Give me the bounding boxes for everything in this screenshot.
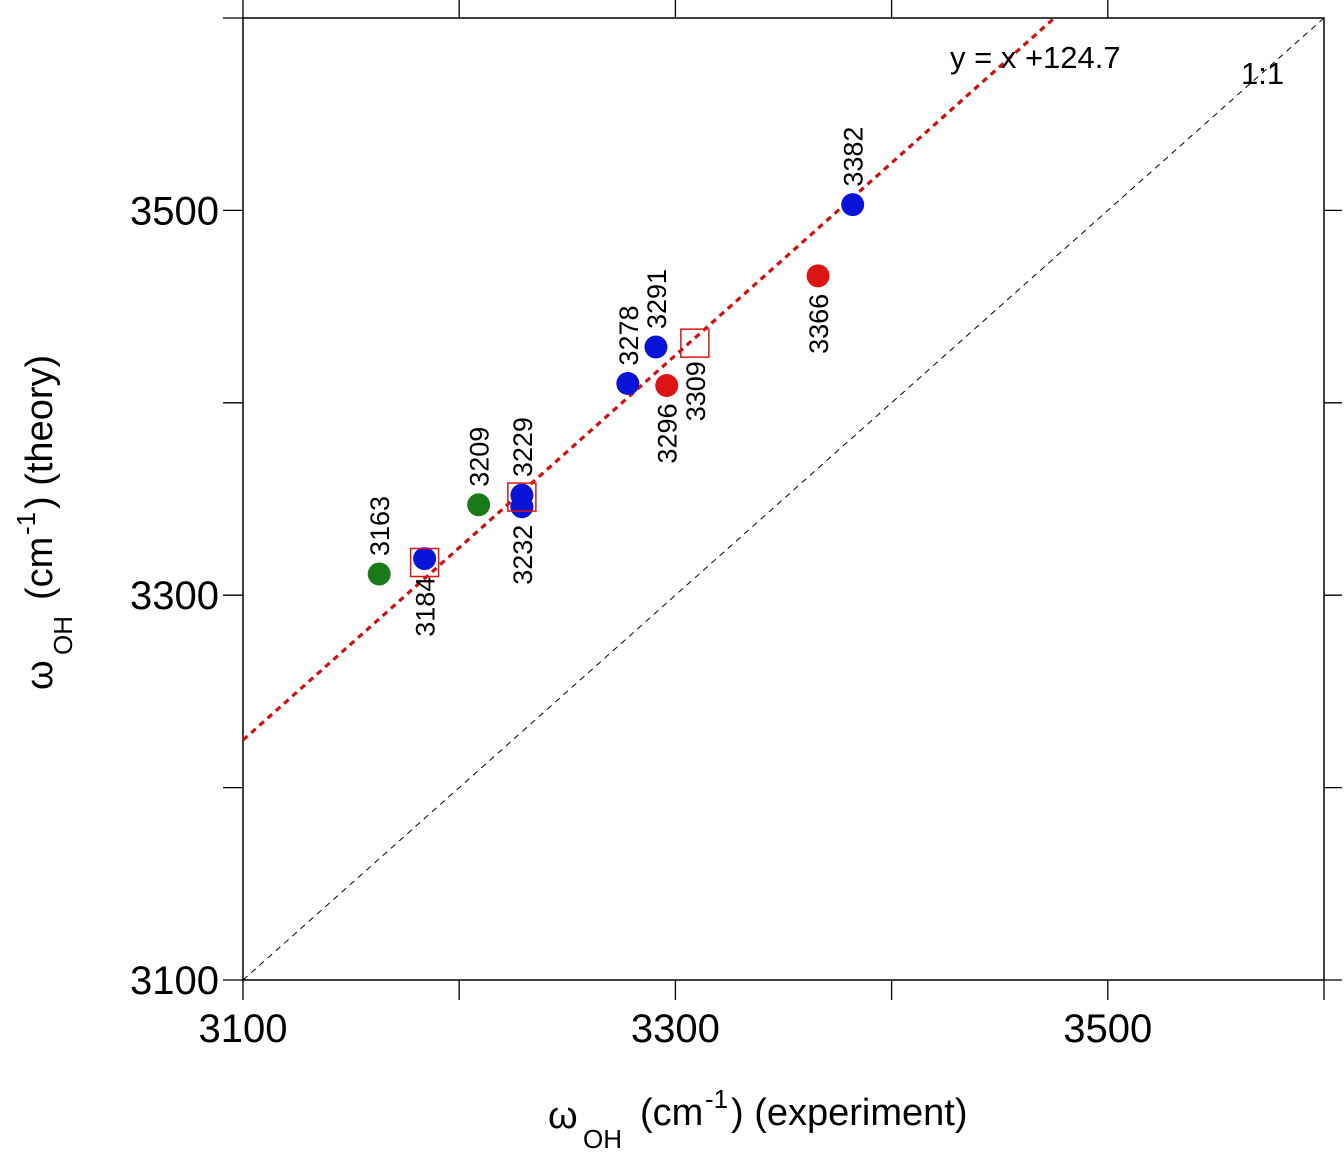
red-open-squares-point <box>680 328 710 358</box>
y-tick-label: 3500 <box>130 189 219 233</box>
x-axis-units-rest: ) (experiment) <box>731 1092 968 1134</box>
red-open-squares-point <box>409 547 440 578</box>
identity-line <box>242 17 1325 981</box>
point-label: 3278 <box>614 305 644 365</box>
point-label: 3366 <box>804 294 834 354</box>
blue-point <box>510 495 534 519</box>
y-axis-title: ω OH (cm -1 ) (theory) <box>11 355 78 690</box>
red-point <box>655 373 679 397</box>
tick-labels: 3100 3300 3500 3100 3300 3500 <box>130 189 1152 1051</box>
y-axis-superscript: -1 <box>11 512 41 535</box>
blue-point <box>413 547 437 571</box>
y-axis-units-rest: ) (theory) <box>19 355 61 509</box>
axis-ticks <box>223 0 1342 1000</box>
blue-point <box>616 372 640 396</box>
red-point <box>806 264 830 288</box>
point-label: 3163 <box>365 496 395 556</box>
point-label: 3229 <box>508 417 538 477</box>
blue-point <box>644 335 668 359</box>
x-axis-units: (cm <box>640 1092 703 1134</box>
fit-line-label: y = x +124.7 <box>950 40 1121 75</box>
x-axis-omega: ω <box>548 1095 578 1137</box>
y-axis-subscript: OH <box>48 616 78 655</box>
y-tick-label: 3300 <box>130 574 219 618</box>
point-label: 3296 <box>653 403 683 463</box>
reference-lines <box>241 16 1325 981</box>
identity-line-label: 1:1 <box>1241 56 1284 91</box>
fit-line <box>241 16 1056 742</box>
y-tick-label: 3100 <box>130 959 219 1003</box>
blue-point <box>841 193 865 217</box>
x-axis-title: ω OH (cm -1 ) (experiment) <box>548 1084 968 1152</box>
point-label: 3184 <box>411 577 441 637</box>
data-points <box>367 193 865 586</box>
x-axis-subscript: OH <box>583 1124 622 1152</box>
green-point <box>467 493 491 517</box>
x-tick-label: 3300 <box>631 1007 720 1051</box>
x-tick-label: 3500 <box>1063 1007 1152 1051</box>
x-axis-superscript: -1 <box>705 1084 728 1114</box>
y-axis-omega: ω <box>19 660 61 690</box>
x-tick-label: 3100 <box>199 1007 288 1051</box>
point-label: 3209 <box>465 427 495 487</box>
red-open-squares-point <box>507 482 537 512</box>
point-label: 3291 <box>642 269 672 329</box>
y-axis-units: (cm <box>19 537 61 600</box>
green-point <box>367 562 391 586</box>
point-label: 3232 <box>508 525 538 585</box>
point-label: 3382 <box>839 127 869 187</box>
point-label: 3309 <box>681 361 711 421</box>
plot-frame <box>242 17 1325 981</box>
